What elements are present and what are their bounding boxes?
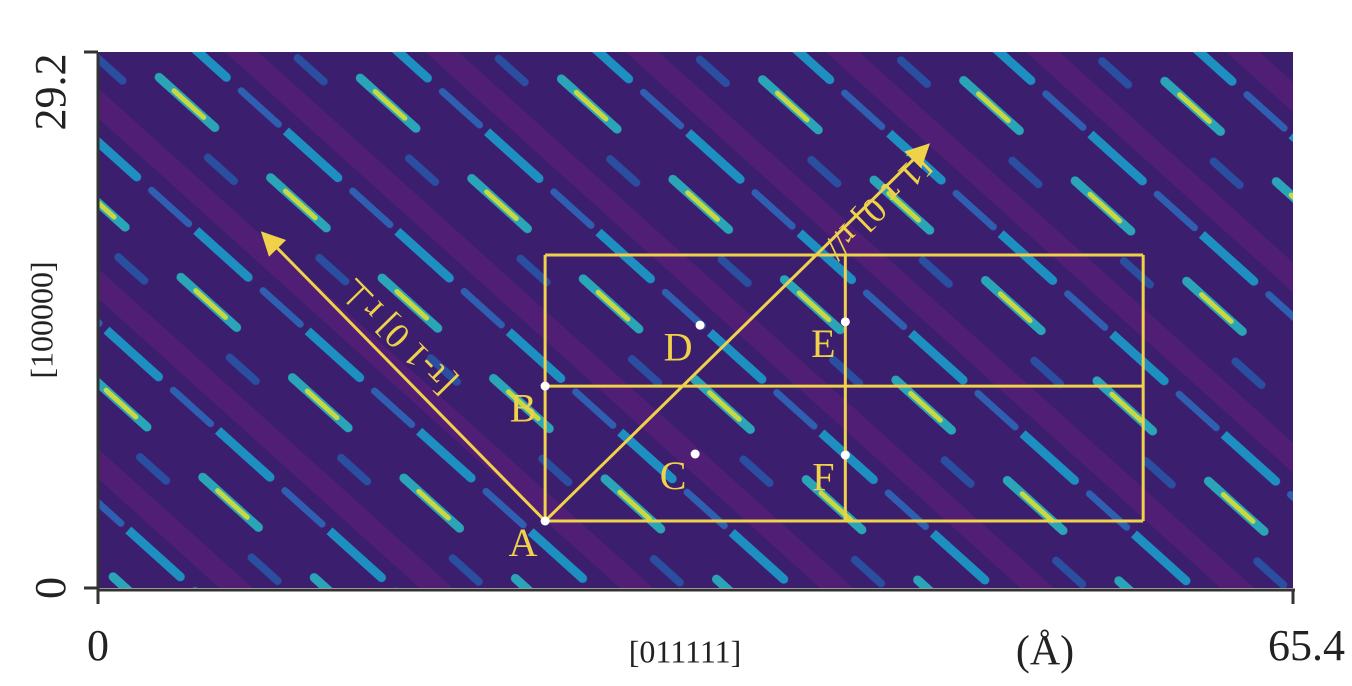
x-unit: (Å) <box>1016 629 1074 675</box>
point-label: A <box>509 520 538 565</box>
lattice-point <box>841 451 850 460</box>
heatmap-image <box>98 52 1293 588</box>
lattice-point <box>696 321 705 330</box>
point-label: B <box>510 385 537 430</box>
y-tick-label: 0 <box>26 577 75 599</box>
x-tick-label: 65.4 <box>1268 621 1345 670</box>
lattice-point <box>691 450 700 459</box>
lattice-point <box>541 517 550 526</box>
lattice-point <box>541 382 550 391</box>
chart: [011111] (Å) [100000] 065.4029.2[τ-1 0] … <box>0 0 1352 681</box>
point-label: E <box>811 321 835 366</box>
point-label: D <box>664 324 693 369</box>
y-axis-label: [100000] <box>23 261 59 378</box>
y-tick-label: 29.2 <box>26 54 75 131</box>
lattice-point <box>841 317 850 326</box>
x-tick-label: 0 <box>87 621 109 670</box>
x-axis-label: [011111] <box>629 633 742 669</box>
point-label: F <box>812 454 834 499</box>
point-label: C <box>660 453 687 498</box>
